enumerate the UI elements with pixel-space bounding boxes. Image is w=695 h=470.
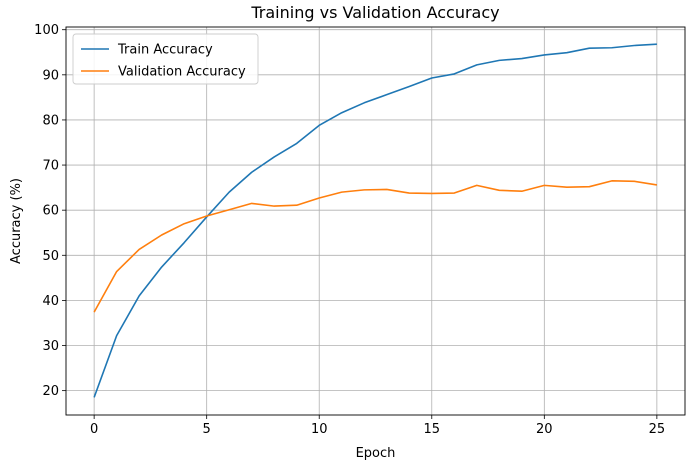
plot-frame <box>65 26 686 416</box>
y-tick-label: 60 <box>42 204 59 219</box>
x-tick-label: 20 <box>536 422 553 437</box>
y-tick-label: 40 <box>42 294 59 309</box>
series-line-train-accuracy <box>93 43 657 398</box>
legend-box <box>72 33 259 85</box>
series-lines <box>93 43 657 398</box>
axis-ticks: 0 5 10 15 20 25 20 30 40 50 60 70 80 90 100 <box>34 23 665 437</box>
y-tick-label: 70 <box>42 159 59 174</box>
y-tick-label: 50 <box>42 249 59 264</box>
legend-label: Train Accuracy <box>117 43 213 58</box>
y-tick-label: 20 <box>42 384 59 399</box>
x-tick-label: 0 <box>90 422 98 437</box>
x-tick-label: 15 <box>423 422 440 437</box>
x-axis-label: Epoch <box>356 446 396 461</box>
x-tick-label: 5 <box>203 422 211 437</box>
y-tick-label: 90 <box>42 68 59 83</box>
series-line-validation-accuracy <box>93 180 657 313</box>
x-tick-label: 10 <box>311 422 328 437</box>
chart-title: Training vs Validation Accuracy <box>250 3 499 22</box>
legend: Train Accuracy Validation Accuracy <box>72 33 259 85</box>
legend-label: Validation Accuracy <box>118 65 246 80</box>
y-axis-label: Accuracy (%) <box>9 178 24 264</box>
y-tick-label: 30 <box>42 339 59 354</box>
x-tick-label: 25 <box>649 422 666 437</box>
y-tick-label: 80 <box>42 113 59 128</box>
y-tick-label: 100 <box>34 23 59 38</box>
grid <box>66 27 685 415</box>
